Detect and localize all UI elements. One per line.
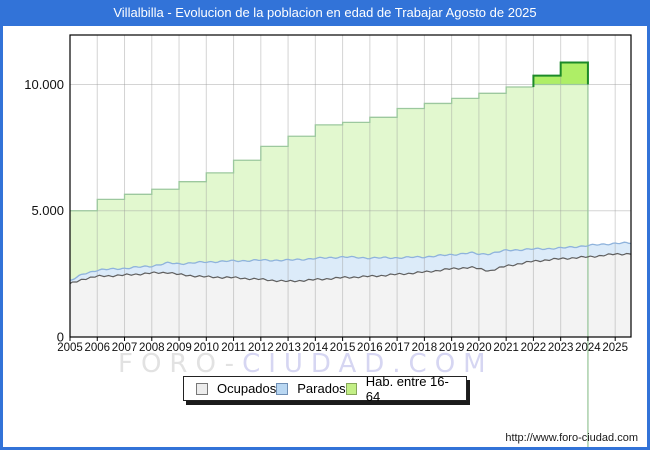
legend-item-hab: Hab. entre 16-64 (345, 373, 454, 404)
y-tick-label: 10.000 (24, 77, 64, 92)
y-tick-label: 0 (57, 330, 64, 345)
chart-title: Villalbilla - Evolucion de la poblacion … (113, 5, 537, 20)
x-tick-label: 2021 (493, 342, 519, 354)
x-tick-label: 2019 (439, 342, 465, 354)
title-bar: Villalbilla - Evolucion de la poblacion … (0, 0, 650, 26)
legend-item-ocupados: Ocupados (196, 381, 276, 396)
x-tick-label: 2020 (466, 342, 492, 354)
x-tick-label: 2016 (357, 342, 383, 354)
legend-label-ocupados: Ocupados (217, 381, 277, 396)
x-tick-label: 2008 (139, 342, 165, 354)
x-tick-label: 2023 (548, 342, 574, 354)
ocupados-swatch-icon (196, 382, 208, 395)
legend: Ocupados Parados Hab. entre 16-64 (183, 373, 467, 404)
legend-item-parados: Parados (276, 381, 346, 396)
x-tick-label: 2005 (57, 342, 83, 354)
legend-label-hab: Hab. entre 16-64 (365, 373, 449, 404)
watermark-part1: FORO- (118, 349, 243, 379)
watermark: FORO-CIUDAD.COM (118, 349, 494, 379)
x-tick-label: 2013 (275, 342, 301, 354)
x-tick-label: 2017 (384, 342, 410, 354)
x-tick-label: 2012 (248, 342, 274, 354)
x-tick-label: 2014 (303, 342, 329, 354)
watermark-part2: CIUDAD.COM (242, 349, 494, 379)
x-tick-label: 2009 (166, 342, 192, 354)
x-tick-label: 2018 (412, 342, 438, 354)
x-tick-label: 2024 (575, 342, 601, 354)
x-tick-label: 2010 (194, 342, 220, 354)
x-tick-label: 2025 (602, 342, 628, 354)
x-tick-label: 2011 (221, 342, 246, 354)
footer-url: http://www.foro-ciudad.com (505, 432, 638, 444)
y-tick-label: 5.000 (31, 203, 64, 218)
legend-label-parados: Parados (297, 381, 346, 396)
x-tick-label: 2007 (112, 342, 138, 354)
x-tick-label: 2015 (330, 342, 356, 354)
x-tick-label: 2022 (521, 342, 547, 354)
hab-swatch-icon (345, 382, 357, 395)
parados-swatch-icon (276, 382, 289, 395)
x-tick-label: 2006 (84, 342, 110, 354)
